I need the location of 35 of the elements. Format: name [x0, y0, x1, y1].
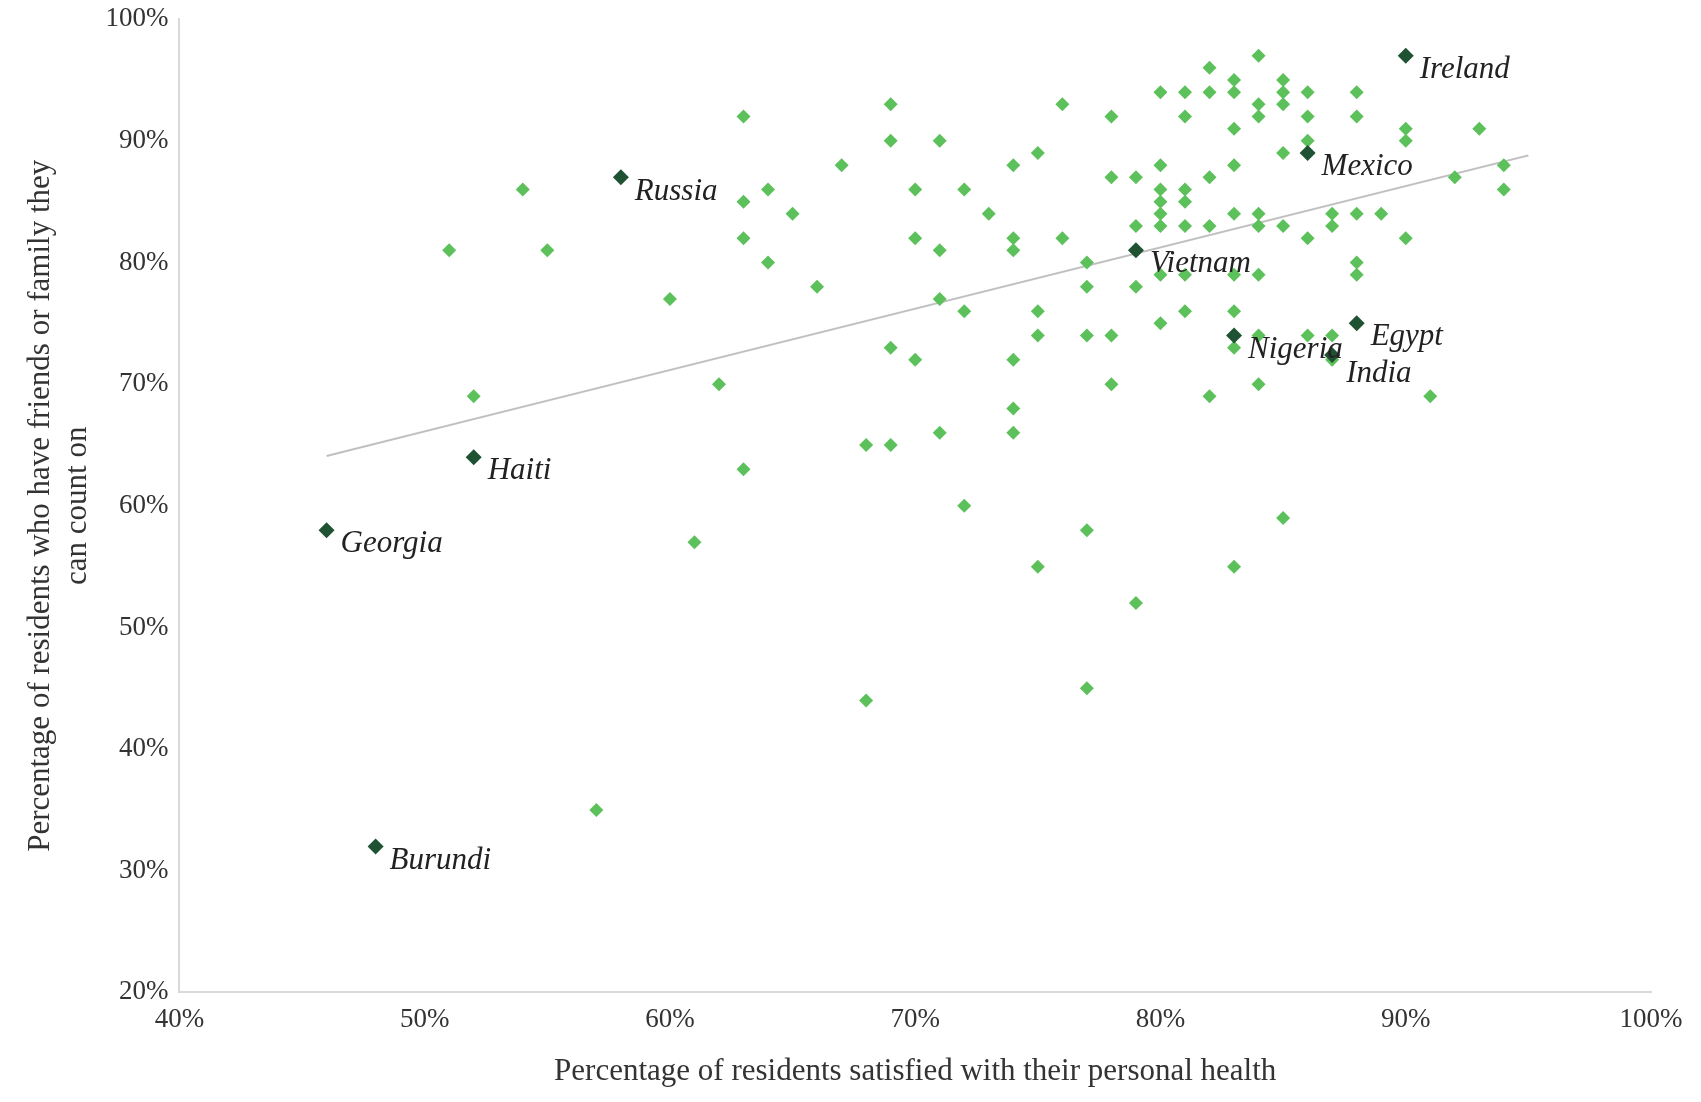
annotation: Georgia [340, 524, 443, 560]
x-tick-label: 100% [1619, 1002, 1683, 1033]
y-tick-label: 60% [118, 488, 169, 519]
y-tick-label: 100% [105, 2, 169, 33]
point [1348, 315, 1365, 332]
x-tick-label: 90% [1380, 1002, 1431, 1033]
annotation: Haiti [486, 451, 552, 487]
y-tick-label: 70% [118, 367, 169, 398]
x-tick-label: 80% [1135, 1002, 1186, 1033]
point [1127, 242, 1144, 259]
annotation: Mexico [1320, 147, 1413, 183]
y-tick-label: 90% [118, 123, 169, 154]
y-tick-label: 50% [118, 610, 169, 641]
point [1226, 327, 1243, 344]
annotation: Egypt [1369, 317, 1445, 353]
y-tick-label: 40% [118, 732, 169, 763]
point [318, 522, 335, 539]
y-tick-label: 80% [118, 245, 169, 276]
x-tick-label: 50% [399, 1002, 450, 1033]
point [465, 449, 482, 466]
annotation: Russia [633, 171, 718, 207]
x-axis-title: Percentage of residents satisfied with their personal health [554, 1051, 1277, 1087]
point [1299, 145, 1316, 162]
point [367, 838, 384, 855]
x-tick-label: 60% [645, 1002, 695, 1033]
annotation: Burundi [389, 840, 492, 876]
annotation: India [1345, 353, 1412, 389]
point [1397, 47, 1414, 64]
y-tick-label: 30% [118, 853, 169, 884]
x-tick-label: 70% [890, 1002, 940, 1033]
annotation: Vietnam [1149, 244, 1251, 280]
point [612, 169, 629, 186]
annotation: Nigeria [1247, 329, 1343, 365]
y-axis-title: Percentage of residents who have friends or family they can count on [20, 159, 93, 852]
annotation: Ireland [1418, 49, 1511, 85]
